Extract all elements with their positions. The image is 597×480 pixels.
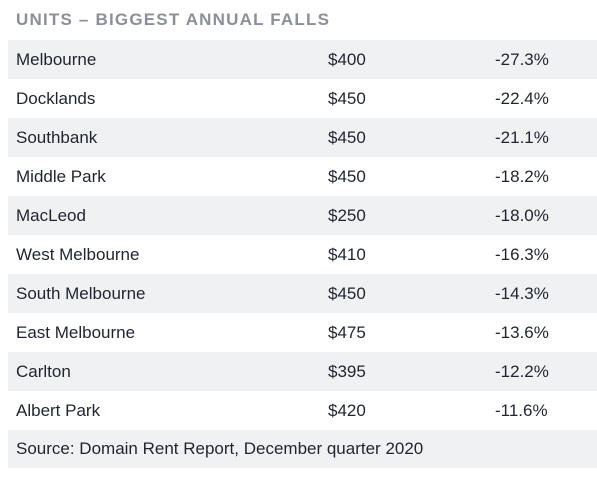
- suburb-cell: Carlton: [16, 362, 71, 381]
- rent-cell: $475: [328, 323, 366, 342]
- source-text: Source: Domain Rent Report, December qua…: [16, 439, 424, 458]
- change-cell: -12.2%: [495, 362, 549, 381]
- suburb-cell: Albert Park: [16, 401, 101, 420]
- table-row: Albert Park $420 -11.6%: [8, 391, 597, 430]
- table-body: Melbourne $400 -27.3% Docklands $450 -22…: [8, 40, 597, 430]
- suburb-cell: Middle Park: [16, 167, 106, 186]
- change-cell: -11.6%: [495, 401, 548, 420]
- table-row: MacLeod $250 -18.0%: [8, 196, 597, 235]
- change-cell: -18.2%: [495, 167, 549, 186]
- table-row: Southbank $450 -21.1%: [8, 118, 597, 157]
- suburb-cell: MacLeod: [16, 206, 86, 225]
- change-cell: -18.0%: [495, 206, 549, 225]
- rent-cell: $450: [328, 89, 366, 108]
- change-cell: -14.3%: [495, 284, 549, 303]
- source-footnote: Source: Domain Rent Report, December qua…: [8, 430, 597, 468]
- table-row: Docklands $450 -22.4%: [8, 79, 597, 118]
- rent-cell: $450: [328, 167, 366, 186]
- suburb-cell: South Melbourne: [16, 284, 146, 303]
- suburb-cell: East Melbourne: [16, 323, 136, 342]
- rent-cell: $450: [328, 128, 366, 147]
- suburb-cell: Melbourne: [16, 50, 97, 69]
- change-cell: -22.4%: [495, 89, 549, 108]
- suburb-cell: Docklands: [16, 89, 96, 108]
- suburb-cell: Southbank: [16, 128, 98, 147]
- table-row: Melbourne $400 -27.3%: [8, 40, 597, 79]
- table-row: South Melbourne $450 -14.3%: [8, 274, 597, 313]
- table-row: Carlton $395 -12.2%: [8, 352, 597, 391]
- change-cell: -27.3%: [495, 50, 549, 69]
- change-cell: -21.1%: [495, 128, 549, 147]
- change-cell: -16.3%: [495, 245, 549, 264]
- change-cell: -13.6%: [495, 323, 549, 342]
- rent-cell: $420: [328, 401, 366, 420]
- table-title: UNITS – BIGGEST ANNUAL FALLS: [16, 10, 331, 29]
- table-row: Middle Park $450 -18.2%: [8, 157, 597, 196]
- rent-cell: $400: [328, 50, 366, 69]
- suburb-cell: West Melbourne: [16, 245, 140, 264]
- rent-cell: $450: [328, 284, 366, 303]
- table-row: West Melbourne $410 -16.3%: [8, 235, 597, 274]
- table-row: East Melbourne $475 -13.6%: [8, 313, 597, 352]
- rent-cell: $410: [328, 245, 366, 264]
- rent-cell: $395: [328, 362, 366, 381]
- rent-cell: $250: [328, 206, 366, 225]
